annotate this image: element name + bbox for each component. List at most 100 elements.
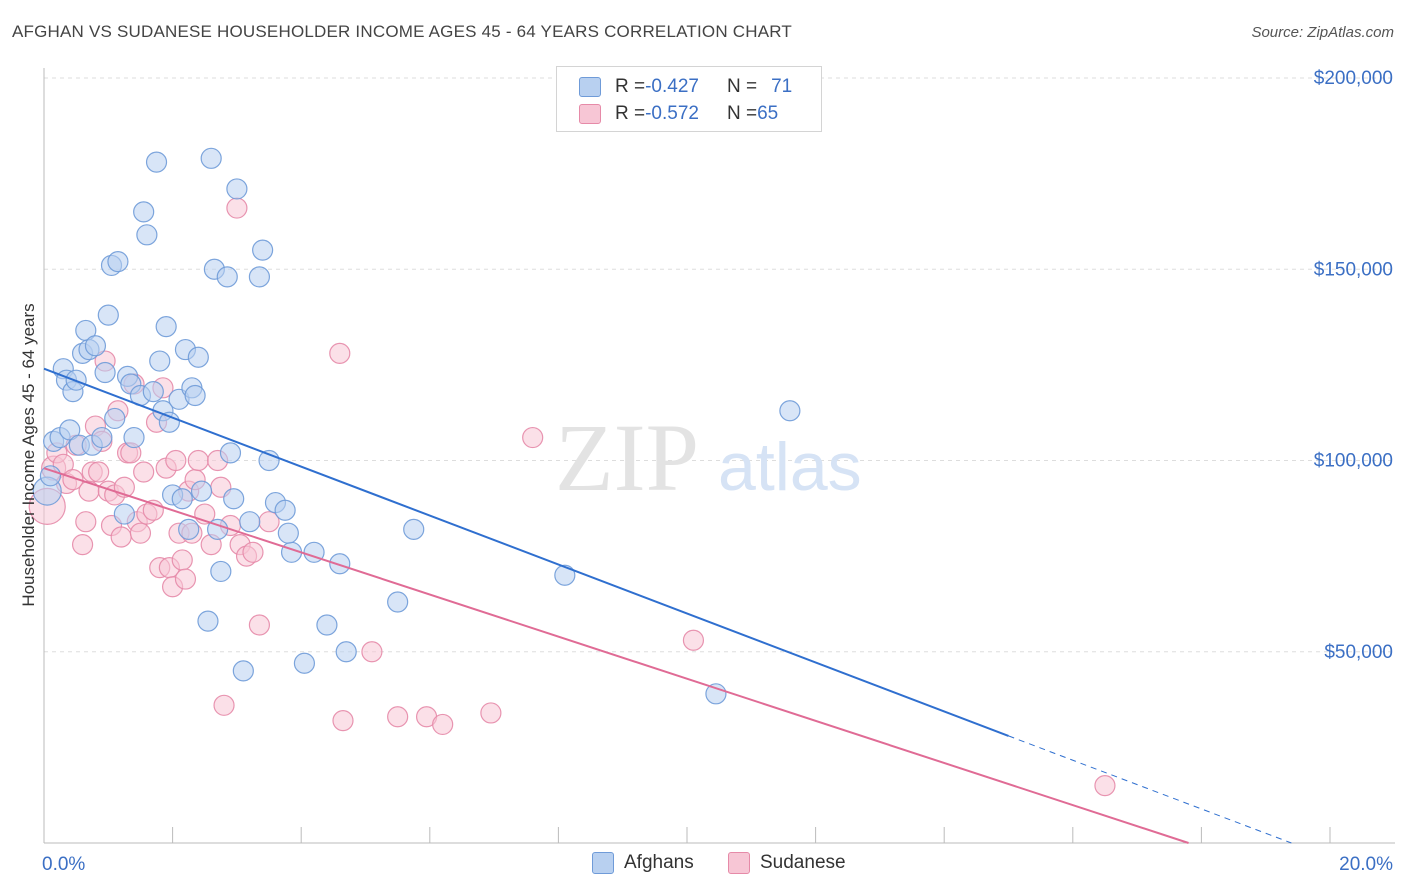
sudanese-point-37	[171, 549, 193, 571]
sudanese-r-label: R =	[615, 103, 646, 124]
sudanese-n-value: 65	[757, 103, 779, 124]
afghan-n-label: N =	[726, 76, 758, 97]
sudanese-point-52	[242, 541, 264, 563]
afghan-point-32	[155, 316, 177, 338]
afghan-point-70	[779, 400, 801, 422]
afghan-point-44	[200, 147, 222, 169]
afghan-point-43	[197, 610, 219, 632]
sudanese-n-label: N =	[726, 103, 758, 124]
afghan-point-48	[216, 266, 238, 288]
afghan-point-55	[252, 239, 274, 261]
afghan-r-label: R =	[615, 76, 646, 97]
afghan-point-26	[133, 201, 155, 223]
afghan-trend-line	[43, 367, 1009, 737]
afghan-n-value: 71	[771, 76, 793, 97]
afghan-point-58	[274, 499, 296, 521]
sudanese-point-49	[226, 197, 248, 219]
afghan-point-63	[316, 614, 338, 636]
afghan-point-65	[335, 641, 357, 663]
sudanese-point-63	[682, 629, 705, 651]
trend-lines	[43, 367, 1292, 844]
sudanese-point-62	[522, 426, 544, 449]
sudanese-legend-label: Sudanese	[760, 852, 846, 873]
sudanese-point-55	[329, 342, 351, 364]
sudanese-point-12	[88, 461, 110, 483]
afghan-point-53	[239, 511, 261, 533]
afghan-point-30	[149, 350, 171, 372]
sudanese-point-8	[75, 511, 97, 533]
y-tick-label-1: $100,000	[1314, 451, 1393, 472]
afghan-point-38	[178, 518, 200, 540]
afghan-point-36	[171, 488, 193, 510]
afghan-point-6	[59, 419, 81, 441]
correlation-legend: R = -0.427 N = 71 R = -0.572 N = 65	[556, 66, 822, 132]
watermark-atlas: atlas	[718, 429, 862, 505]
y-tick-label-2: $150,000	[1314, 259, 1393, 280]
watermark-zip: ZIP	[555, 404, 699, 511]
sudanese-point-58	[387, 706, 409, 728]
afghan-point-42	[190, 480, 213, 502]
afghan-point-66	[387, 591, 409, 613]
sudanese-point-47	[213, 694, 235, 716]
afghan-point-15	[91, 426, 113, 449]
afghan-point-64	[329, 553, 351, 575]
sudanese-legend-swatch	[728, 852, 750, 874]
afghans-legend-swatch	[592, 852, 614, 874]
afghan-point-33	[158, 411, 180, 433]
legend-row-sudanese: R = -0.572 N = 65	[579, 102, 778, 126]
legend-item-sudanese[interactable]: Sudanese	[728, 852, 846, 874]
sudanese-point-42	[187, 449, 209, 472]
series-legend: Afghans Sudanese	[0, 852, 1406, 878]
data-points	[28, 147, 1116, 797]
afghan-r-value: -0.427	[645, 76, 699, 97]
legend-item-afghans[interactable]: Afghans	[592, 852, 694, 874]
afghan-point-41	[187, 346, 209, 368]
afghan-point-40	[184, 384, 206, 407]
afghan-point-67	[403, 518, 425, 540]
sudanese-point-57	[361, 641, 383, 663]
afghan-point-61	[293, 652, 316, 674]
afghan-point-68	[554, 564, 576, 586]
afghans-legend-label: Afghans	[624, 852, 694, 873]
afghan-point-16	[94, 361, 116, 384]
sudanese-point-9	[78, 480, 100, 502]
watermark: ZIP atlas	[555, 404, 862, 511]
afghan-point-29	[145, 151, 168, 173]
sudanese-point-5	[62, 469, 84, 491]
sudanese-point-19	[110, 526, 132, 548]
chart-title: AFGHAN VS SUDANESE HOUSEHOLDER INCOME AG…	[12, 22, 792, 41]
sudanese-point-64	[1094, 775, 1116, 797]
afghan-point-17	[97, 304, 119, 326]
afghan-point-27	[136, 224, 158, 246]
afghan-trend-extension	[1008, 735, 1292, 844]
source-label: Source: ZipAtlas.com	[1251, 24, 1394, 41]
sudanese-point-7	[71, 534, 94, 556]
afghan-point-14	[84, 335, 107, 357]
afghan-point-49	[219, 442, 242, 464]
afghan-point-20	[107, 251, 129, 273]
afghan-point-19	[104, 407, 126, 430]
afghan-point-54	[248, 266, 271, 288]
afghan-point-60	[277, 522, 299, 544]
sudanese-swatch	[579, 104, 601, 124]
sudanese-point-60	[432, 713, 454, 736]
afghan-point-52	[232, 660, 254, 682]
sudanese-point-35	[165, 449, 187, 472]
sudanese-point-53	[248, 614, 271, 636]
sudanese-point-38	[174, 568, 197, 590]
sudanese-point-56	[332, 709, 354, 732]
x-tick-label-0: 0.0%	[42, 854, 85, 875]
afghan-point-51	[226, 178, 248, 200]
afghan-point-28	[142, 381, 164, 403]
afghan-swatch	[579, 77, 601, 97]
afghan-point-1	[39, 465, 62, 487]
sudanese-point-61	[480, 702, 502, 724]
afghan-point-50	[223, 488, 245, 510]
y-tick-label-0: $50,000	[1324, 642, 1393, 663]
x-tick-label-1: 20.0%	[1339, 854, 1393, 875]
afghan-point-21	[113, 503, 135, 525]
sudanese-point-26	[133, 461, 155, 483]
sudanese-r-value: -0.572	[645, 103, 699, 124]
tick-labels: $50,000 $100,000 $150,000 $200,000 0.0% 20.0%	[42, 68, 1393, 875]
